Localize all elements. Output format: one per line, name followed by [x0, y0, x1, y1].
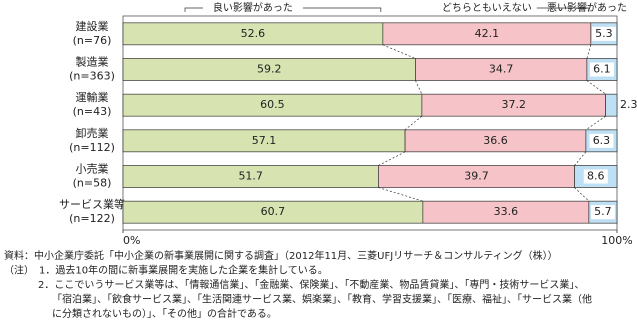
note: 資料：中小企業庁委託「中小企業の新事業展開に関する調査」（2012年11月、三菱… — [4, 249, 558, 262]
category-label: 製造業 — [76, 55, 109, 69]
value-label: 52.6 — [241, 27, 266, 40]
legend-label: どちらともいえない — [442, 2, 532, 14]
connector — [586, 80, 606, 95]
bar-segment — [605, 93, 618, 117]
category-label: 建設業 — [76, 19, 109, 33]
category-count: (n=76) — [73, 34, 112, 47]
connector — [404, 115, 423, 131]
value-label: 59.2 — [257, 63, 282, 76]
value-label: 6.1 — [593, 63, 611, 76]
category-label: 運輸業 — [76, 90, 109, 104]
note: に分類されないもの）」、「その他」の合計である。 — [52, 307, 277, 320]
value-label: 60.5 — [260, 98, 285, 111]
legend-label: 悪い影響があった — [547, 1, 627, 14]
value-label: 37.2 — [502, 98, 527, 111]
value-label-box — [591, 26, 616, 41]
value-label-box — [589, 133, 614, 148]
category-label: 卸売業 — [76, 126, 109, 140]
connector — [574, 187, 590, 202]
value-label: 39.7 — [464, 170, 489, 183]
category-label: 小売業 — [76, 163, 109, 176]
value-label: 33.6 — [494, 205, 519, 218]
connector — [378, 187, 423, 202]
value-label: 36.6 — [483, 134, 508, 147]
category-label: サービス業等 — [59, 197, 125, 211]
value-label: 51.7 — [238, 170, 263, 183]
value-label: 42.1 — [475, 27, 500, 40]
category-count: (n=112) — [69, 141, 115, 154]
connector — [382, 44, 416, 59]
value-label: 57.1 — [252, 134, 277, 147]
connector — [574, 151, 587, 166]
value-label: 60.7 — [261, 205, 286, 218]
legend-label: 良い影響があった — [213, 1, 293, 14]
plot-frame — [122, 15, 618, 231]
connector — [415, 80, 423, 95]
category-count: (n=58) — [73, 177, 112, 190]
category-count: (n=363) — [69, 70, 115, 83]
category-count: (n=122) — [69, 212, 115, 225]
category-count: (n=43) — [73, 105, 112, 118]
value-label: 34.7 — [489, 63, 514, 76]
connector — [585, 115, 606, 131]
note: 「宿泊業」、「飲食サービス業」、「生活関連サービス業、娯楽業」、「教育、学習支援… — [52, 293, 592, 306]
x-tick-label: 100% — [601, 234, 632, 247]
note: 2．ここでいうサービス業等は、「情報通信業」、「金融業、保険業」、「不動産業、物… — [38, 278, 584, 291]
value-label-box — [583, 169, 608, 184]
value-label: 6.3 — [593, 134, 611, 147]
value-label: 2.3 — [620, 98, 637, 111]
value-label-box — [590, 205, 615, 220]
value-label: 5.7 — [594, 205, 612, 218]
connector — [586, 44, 592, 59]
x-tick-label: 0% — [123, 234, 140, 247]
value-label: 8.6 — [587, 170, 605, 183]
connector — [378, 151, 406, 166]
value-label: 5.3 — [595, 27, 613, 40]
legend-bg — [436, 2, 537, 14]
legend-bg — [202, 2, 303, 14]
note: （注） 1．過去10年の間に新事業展開を実施した企業を集計している。 — [4, 264, 328, 277]
value-label-box — [589, 62, 614, 77]
